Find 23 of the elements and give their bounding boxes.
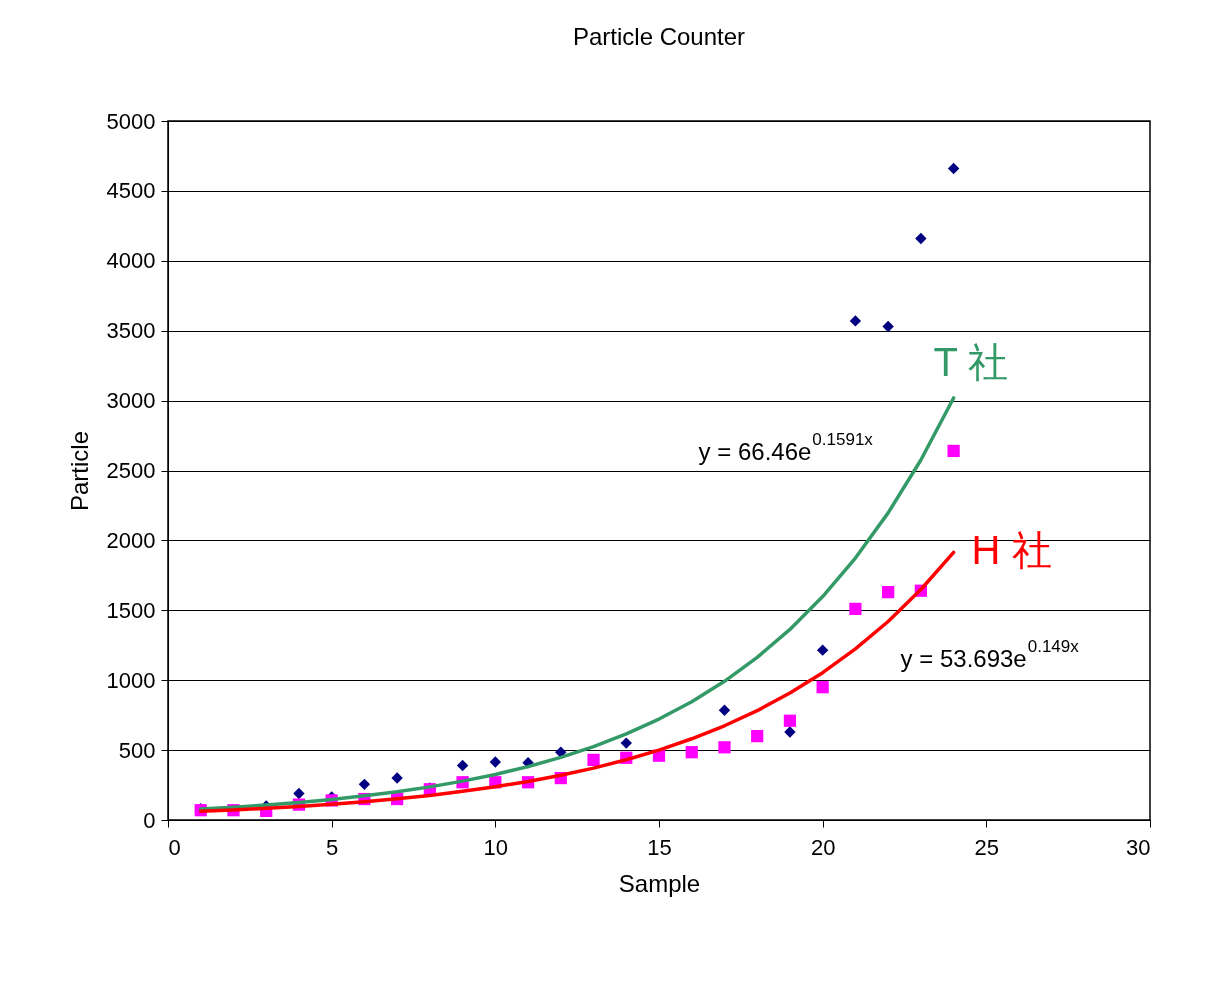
x-tick-label: 10 [483, 834, 509, 860]
y-tick-label: 2000 [106, 527, 156, 553]
y-tick-label: 0 [143, 807, 156, 833]
y-tick-label: 3500 [106, 318, 156, 344]
y-tick-label: 5000 [106, 108, 156, 134]
x-tick-label: 30 [1126, 834, 1151, 860]
series-label: H 社 [971, 528, 1052, 573]
x-tick-label: 25 [974, 834, 1000, 860]
x-tick-label: 15 [647, 834, 672, 860]
chart-title: Particle Counter [572, 23, 746, 50]
x-tick-label: 20 [810, 834, 836, 860]
y-tick-label: 2500 [106, 458, 156, 483]
y-tick-label: 1000 [106, 667, 156, 693]
x-axis-title: Sample [618, 869, 701, 897]
series-label: T 社 [933, 339, 1009, 384]
x-tick-label: 0 [168, 834, 181, 860]
y-tick-label: 4500 [106, 178, 156, 204]
y-tick-label: 3000 [106, 388, 156, 414]
y-tick-label: 4000 [106, 248, 156, 274]
x-tick-label: 5 [326, 834, 339, 860]
y-axis-title: Particle [65, 430, 93, 512]
y-tick-label: 1500 [106, 597, 156, 623]
y-tick-label: 500 [118, 737, 156, 763]
